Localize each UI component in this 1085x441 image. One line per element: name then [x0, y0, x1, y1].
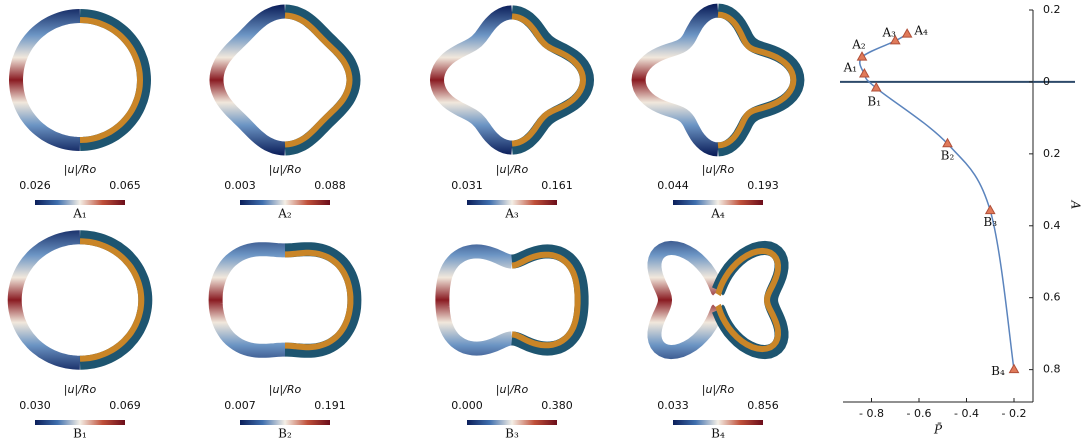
panel-label: B₂ — [278, 427, 292, 441]
point-marker — [942, 137, 953, 148]
colorbar — [240, 420, 330, 425]
shape-right-inner — [79, 238, 145, 362]
panel-label: A₄ — [710, 207, 725, 221]
panel-label: A₂ — [277, 207, 292, 221]
x-tick-label: - 0.4 — [954, 407, 979, 420]
shape-left — [435, 244, 513, 356]
colorbar — [35, 420, 125, 425]
colorbar — [467, 200, 557, 205]
colorbar-min: 0.030 — [19, 399, 51, 412]
shape-right-outer — [79, 9, 152, 151]
colorbar-title: |u|/Ro — [269, 383, 302, 396]
colorbar-min: 0.007 — [224, 399, 256, 412]
shape-right-inner — [79, 17, 144, 143]
x-tick-label: - 0.6 — [907, 407, 932, 420]
shape-right-outer — [284, 4, 361, 156]
y-tick-label: 0 — [1043, 75, 1050, 88]
shape-right-outer — [717, 3, 805, 157]
colorbar-max: 0.191 — [314, 399, 346, 412]
shape-left — [7, 230, 81, 370]
colorbar-max: 0.193 — [747, 179, 779, 192]
shape-left — [631, 3, 719, 157]
point-marker — [984, 204, 996, 215]
panel-label: B₁ — [73, 427, 87, 441]
colorbar-max: 0.088 — [314, 179, 346, 192]
colorbar-title: |u|/Ro — [702, 163, 735, 176]
y-tick-label: 0.2 — [1043, 147, 1061, 160]
shape-right-inner — [715, 247, 782, 353]
colorbar — [240, 200, 330, 205]
colorbar-max: 0.856 — [747, 399, 779, 412]
colorbar-max: 0.065 — [109, 179, 141, 192]
panel-label: A₁ — [72, 207, 86, 221]
panel-label: A₃ — [504, 207, 519, 221]
y-tick-label: 0.8 — [1043, 363, 1061, 376]
point-label: A₃ — [882, 25, 897, 39]
point-marker — [901, 28, 913, 38]
shape-right-inner — [511, 251, 581, 349]
shape-right-inner — [717, 11, 797, 149]
colorbar — [35, 200, 125, 205]
shape-right-outer — [712, 240, 789, 360]
colorbar-max: 0.380 — [541, 399, 573, 412]
point-marker — [870, 82, 882, 92]
shape-right-inner — [284, 12, 353, 148]
shape-right-outer — [79, 230, 153, 370]
series-line — [859, 33, 1015, 370]
shape-right-inner — [285, 249, 354, 351]
colorbar-title: |u|/Ro — [496, 163, 529, 176]
y-tick-label: 0.2 — [1043, 3, 1061, 16]
colorbar-max: 0.069 — [109, 399, 141, 412]
colorbar-title: |u|/Ro — [64, 163, 97, 176]
point-label: B₄ — [991, 364, 1005, 378]
shape-left — [8, 9, 81, 151]
colorbar-title: |u|/Ro — [269, 163, 302, 176]
point-label: B₂ — [941, 148, 955, 162]
x-axis-title: P̄ — [933, 421, 943, 436]
point-label: A₁ — [843, 61, 857, 75]
point-marker — [889, 34, 901, 45]
shape-left — [208, 242, 285, 358]
colorbar — [673, 200, 763, 205]
colorbar-max: 0.161 — [541, 179, 573, 192]
colorbar-min: 0.003 — [224, 179, 256, 192]
shape-left — [429, 5, 513, 155]
panel-label: B₃ — [505, 427, 519, 441]
colorbar-min: 0.031 — [451, 179, 483, 192]
colorbar-min: 0.033 — [657, 399, 689, 412]
shape-right-outer — [285, 242, 362, 358]
y-tick-label: 0.6 — [1043, 291, 1061, 304]
x-tick-label: - 0.2 — [1002, 407, 1027, 420]
point-marker — [1008, 363, 1020, 374]
shape-right-outer — [511, 5, 595, 155]
point-label: B₁ — [867, 95, 881, 109]
colorbar-title: |u|/Ro — [702, 383, 735, 396]
shape-left — [647, 240, 724, 360]
colorbar — [673, 420, 763, 425]
colorbar-min: 0.000 — [451, 399, 483, 412]
y-axis-title: A — [1069, 200, 1083, 210]
colorbar — [467, 420, 557, 425]
point-label: A₄ — [913, 24, 928, 38]
x-tick-label: - 0.8 — [859, 407, 884, 420]
point-label: B₃ — [983, 215, 997, 229]
shape-right-outer — [511, 244, 589, 356]
panel-label: B₄ — [711, 427, 725, 441]
shape-left — [209, 4, 286, 156]
point-label: A₂ — [851, 38, 866, 52]
colorbar-title: |u|/Ro — [496, 383, 529, 396]
colorbar-min: 0.044 — [657, 179, 689, 192]
colorbar-title: |u|/Ro — [64, 383, 97, 396]
colorbar-min: 0.026 — [19, 179, 51, 192]
shape-right-inner — [511, 13, 587, 147]
y-tick-label: 0.4 — [1043, 219, 1061, 232]
point-marker — [856, 51, 868, 61]
point-marker — [859, 67, 870, 78]
